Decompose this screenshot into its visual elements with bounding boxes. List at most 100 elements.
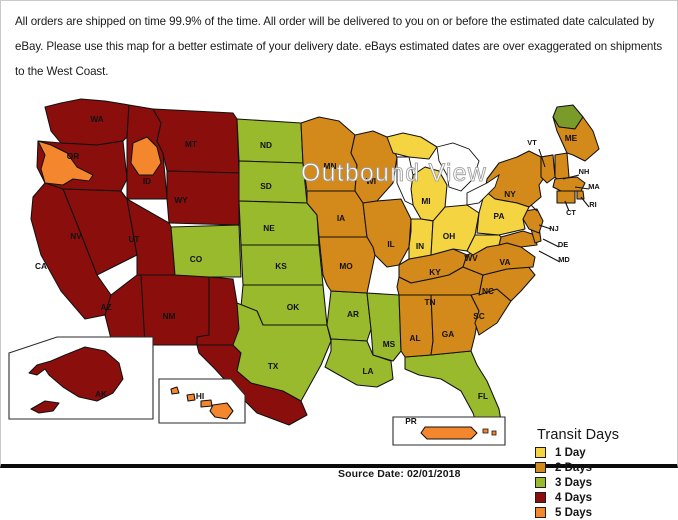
state-NE [238,200,320,246]
great-lakes [396,142,500,206]
state-label-TX: TX [268,361,279,371]
legend-label: 5 Days [555,506,593,519]
state-label-ID: ID [143,176,151,186]
puerto-rico-inset [392,416,506,446]
leader-NJ [538,224,552,230]
state-label-LA: LA [362,366,373,376]
state-label-CO: CO [190,254,203,264]
state-label-UT: UT [128,234,139,244]
leader-MA [574,186,590,190]
state-label-OK: OK [287,302,299,312]
state-label-OH: OH [443,231,455,241]
state-WV [466,234,502,256]
legend-rows: 1 Day 2 Days 3 Days 4 Days 5 Days [535,445,663,520]
state-label-AZ: AZ [100,302,111,312]
state-label-IN: IN [416,241,424,251]
state-label-VA: VA [500,257,511,267]
state-label-AL: AL [409,333,420,343]
shipping-notice-text: All orders are shipped on time 99.9% of … [15,15,663,78]
state-label-MN: MN [324,161,337,171]
state-label-DE: DE [558,240,568,249]
state-OR-coast-5day [37,140,94,186]
state-ID-patch-5day [130,136,162,176]
state-label-NC: NC [482,286,494,296]
island-oahu [186,393,196,402]
state-TX-main [232,302,332,402]
state-CA [30,182,112,320]
hawaii-islands [170,386,234,420]
state-MS [366,292,402,362]
leader-DE [542,238,560,248]
state-label-SC: SC [473,311,485,321]
us-map-svg: WA OR ID MT WY NV UT CA AZ NM CO ND SD NE KS OK TX MN IA MO… [8,98,600,446]
map-region-group-1day [386,132,530,260]
state-label-MO: MO [339,261,353,271]
state-label-OR: OR [67,151,79,161]
lake-michigan [396,156,414,206]
state-label-NV: NV [70,231,82,241]
state-label-TN: TN [424,297,435,307]
legend-item: 3 Days [535,475,663,490]
lake-superior-huron [436,142,480,192]
state-CO [170,224,242,278]
state-PA [476,190,530,236]
state-IL [362,198,412,268]
state-label-SD: SD [260,181,272,191]
state-label-KS: KS [275,261,287,271]
state-MA [552,176,586,192]
legend-label: 3 Days [555,476,593,489]
state-label-MS: MS [383,339,396,349]
state-label-VT: VT [527,138,537,147]
legend-item: 1 Day [535,445,663,460]
state-label-group: WA OR ID MT WY NV UT CA AZ NM CO ND SD NE KS OK TX MN IA MO… [35,114,600,426]
state-label-WV: WV [464,253,478,263]
state-MI-up [386,132,438,160]
state-label-MD: MD [558,255,570,264]
island-kauai [170,386,180,395]
leader-MD [538,250,561,263]
leader-lines [530,148,590,263]
pr-small-islands [482,428,497,436]
legend-label: 4 Days [555,491,593,504]
state-label-WY: WY [174,195,188,205]
state-VT [540,154,556,184]
state-label-WI: WI [366,176,376,186]
state-GA [430,294,480,356]
island-maui [200,399,213,408]
state-label-IL: IL [387,239,394,249]
shipping-notice: All orders are shipped on time 99.9% of … [1,1,678,84]
legend-swatch [535,447,546,458]
state-label-IA: IA [337,213,345,223]
state-AK [28,346,124,414]
state-label-GA: GA [442,329,454,339]
transit-days-map: WA OR ID MT WY NV UT CA AZ NM CO ND SD NE KS OK TX MN IA MO… [1,79,678,519]
state-label-AR: AR [347,309,359,319]
state-label-KY: KY [429,267,441,277]
legend-item: 4 Days [535,490,663,505]
map-region-group-2day [300,116,600,358]
leader-CT [564,200,570,212]
island-hawaii [209,402,234,420]
map-legend: Transit Days 1 Day 2 Days 3 Days 4 Days 5 Da… [535,427,663,520]
leader-RI [580,196,590,208]
state-label-CA: CA [35,261,47,271]
state-IN [408,218,434,260]
legend-item: 5 Days [535,505,663,520]
state-label-NH: NH [579,167,590,176]
state-label-NM: NM [163,311,176,321]
legend-label: 1 Day [555,446,586,459]
state-WY [166,170,240,226]
state-CT [556,190,576,204]
state-label-MA: MA [588,182,600,191]
state-label-RI: RI [589,200,596,209]
legend-swatch [535,507,546,518]
state-label-ME: ME [565,133,578,143]
source-date-label: Source Date: 02/01/2018 [338,468,461,480]
leader-VT [538,148,546,168]
state-label-AK: AK [95,389,107,399]
state-WA [44,98,130,146]
state-label-FL: FL [478,391,488,401]
legend-swatch [535,492,546,503]
state-label-MI: MI [421,196,430,206]
